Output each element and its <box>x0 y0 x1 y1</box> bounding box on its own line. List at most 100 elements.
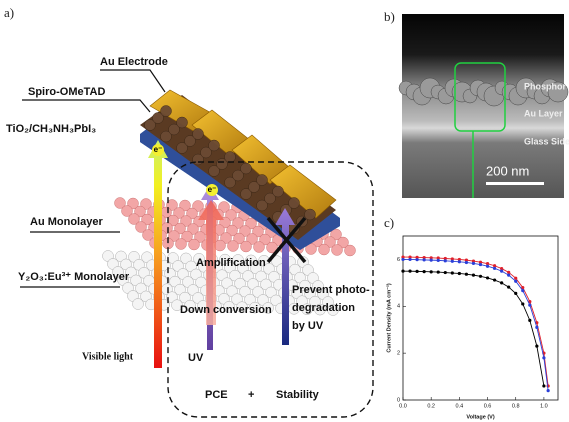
particle <box>160 130 172 143</box>
label: Y₂O₃:Eu³⁺ Monolayer <box>18 271 130 283</box>
sphere <box>249 301 261 314</box>
marker <box>535 325 539 329</box>
marker <box>408 269 412 273</box>
sphere <box>337 236 349 249</box>
marker <box>492 278 497 282</box>
x-tick-label: 0.4 <box>456 403 464 409</box>
marker <box>542 384 546 388</box>
x-tick-label: 0.8 <box>512 403 520 409</box>
plot-frame <box>402 235 559 401</box>
particle <box>160 105 172 117</box>
sphere <box>186 207 198 220</box>
particle <box>240 188 252 200</box>
sphere <box>140 198 152 210</box>
marker <box>415 258 419 262</box>
marker <box>528 303 532 307</box>
marker <box>457 260 461 264</box>
particle <box>264 192 276 205</box>
marker <box>464 272 469 276</box>
sem-image <box>402 14 564 198</box>
marker <box>422 258 426 262</box>
cross <box>266 216 307 264</box>
particle <box>272 185 284 198</box>
marker <box>436 256 440 260</box>
electron-label: e⁻ <box>208 185 217 194</box>
marker <box>500 266 504 271</box>
particle <box>232 169 244 182</box>
marker <box>450 257 454 261</box>
sphere <box>220 232 232 244</box>
panel-label: c) <box>384 215 394 230</box>
panel-label: b) <box>384 9 395 24</box>
sphere <box>134 205 146 218</box>
marker <box>436 258 440 262</box>
sphere <box>252 225 264 238</box>
particle <box>256 174 268 186</box>
sphere <box>181 230 193 243</box>
sphere <box>344 244 356 257</box>
sphere <box>266 241 278 254</box>
particle <box>216 158 228 170</box>
marker <box>485 276 490 280</box>
sphere <box>132 298 144 310</box>
sphere <box>192 200 204 212</box>
marker <box>492 264 497 268</box>
sphere <box>240 240 252 253</box>
marker <box>507 273 511 277</box>
marker <box>450 259 454 263</box>
label: Down conversion <box>180 304 272 316</box>
marker <box>478 274 483 278</box>
scale-bar <box>486 182 544 185</box>
y-tick-label: 0 <box>397 397 400 403</box>
label: Au Monolayer <box>30 216 103 228</box>
particle <box>192 128 204 140</box>
particle <box>184 135 196 147</box>
sphere <box>233 232 245 245</box>
x-tick-label: 0.2 <box>427 403 435 409</box>
particle <box>144 119 156 131</box>
sphere <box>127 197 139 210</box>
marker <box>464 258 469 262</box>
particle <box>240 162 252 175</box>
sphere <box>239 225 251 237</box>
particle <box>248 181 260 193</box>
label: TiO₂/CH₃NH₃PbI₃ <box>6 123 96 135</box>
particle <box>304 208 316 221</box>
particle <box>152 112 164 124</box>
x-tick-label: 1.0 <box>540 403 548 409</box>
sphere <box>318 243 330 256</box>
marker <box>422 255 426 260</box>
label: Spiro-OMeTAD <box>28 86 105 98</box>
perovskite-layer <box>140 95 336 240</box>
sphere <box>218 201 230 213</box>
y-tick-label: 4 <box>397 304 400 310</box>
label: Amplification <box>196 257 266 269</box>
marker <box>443 259 447 263</box>
label: Visible light <box>82 351 134 362</box>
sphere <box>232 217 244 229</box>
marker <box>478 262 483 267</box>
dashed-box <box>167 161 374 418</box>
marker <box>507 270 511 274</box>
series-line <box>403 258 549 391</box>
sphere <box>128 213 140 225</box>
sphere <box>245 217 257 230</box>
marker <box>471 273 476 277</box>
marker <box>500 281 504 285</box>
marker <box>415 255 419 259</box>
marker <box>528 318 532 322</box>
marker <box>415 269 419 273</box>
marker <box>514 291 518 295</box>
sphere <box>301 303 313 315</box>
sphere <box>194 231 206 243</box>
marker <box>485 262 490 266</box>
marker <box>443 256 447 261</box>
sphere <box>141 213 153 226</box>
marker <box>401 269 405 273</box>
jv-chart: 0 2 4 6 0.0 0.2 0.4 0.6 0.8 1.0 Voltage (V) Current… <box>385 235 559 420</box>
marker <box>492 266 497 270</box>
marker <box>408 257 412 262</box>
label: degradation <box>292 302 355 314</box>
marker <box>514 279 518 283</box>
